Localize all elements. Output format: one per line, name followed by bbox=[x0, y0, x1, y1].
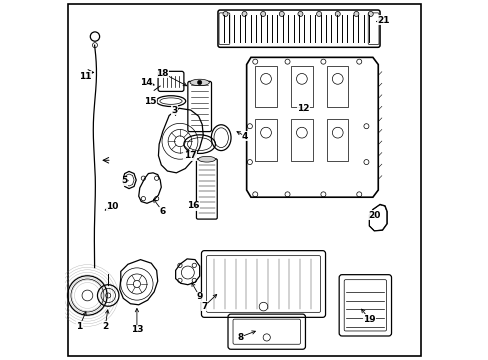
Text: 14: 14 bbox=[139, 78, 152, 87]
Circle shape bbox=[260, 12, 265, 17]
Text: 9: 9 bbox=[196, 292, 203, 301]
Text: 13: 13 bbox=[130, 325, 143, 334]
Text: 12: 12 bbox=[297, 104, 309, 113]
Circle shape bbox=[242, 12, 246, 17]
Text: 17: 17 bbox=[183, 151, 196, 160]
Bar bbox=[326, 120, 348, 161]
Text: 16: 16 bbox=[187, 201, 200, 210]
Text: 3: 3 bbox=[171, 105, 177, 114]
Bar bbox=[255, 120, 276, 161]
Text: 5: 5 bbox=[121, 176, 127, 185]
Bar bbox=[290, 66, 312, 107]
Text: 11: 11 bbox=[79, 72, 91, 81]
Text: 7: 7 bbox=[201, 302, 207, 311]
Ellipse shape bbox=[198, 156, 215, 162]
Circle shape bbox=[353, 12, 358, 17]
Circle shape bbox=[316, 12, 321, 17]
Ellipse shape bbox=[190, 79, 209, 86]
Circle shape bbox=[197, 80, 202, 85]
Circle shape bbox=[223, 12, 227, 17]
Text: 8: 8 bbox=[237, 333, 243, 342]
Text: 1: 1 bbox=[76, 322, 82, 331]
Bar bbox=[290, 120, 312, 161]
Text: 2: 2 bbox=[102, 322, 108, 331]
Circle shape bbox=[297, 12, 303, 17]
Bar bbox=[326, 66, 348, 107]
Text: 4: 4 bbox=[242, 132, 248, 141]
Text: 19: 19 bbox=[362, 315, 375, 324]
Text: 20: 20 bbox=[367, 211, 380, 220]
Text: 6: 6 bbox=[159, 207, 165, 216]
Circle shape bbox=[367, 12, 372, 17]
Text: 18: 18 bbox=[156, 69, 169, 78]
Text: 15: 15 bbox=[144, 97, 157, 106]
Circle shape bbox=[335, 12, 340, 17]
Text: 21: 21 bbox=[377, 16, 389, 25]
Circle shape bbox=[279, 12, 284, 17]
Text: 10: 10 bbox=[106, 202, 119, 211]
Bar bbox=[255, 66, 276, 107]
